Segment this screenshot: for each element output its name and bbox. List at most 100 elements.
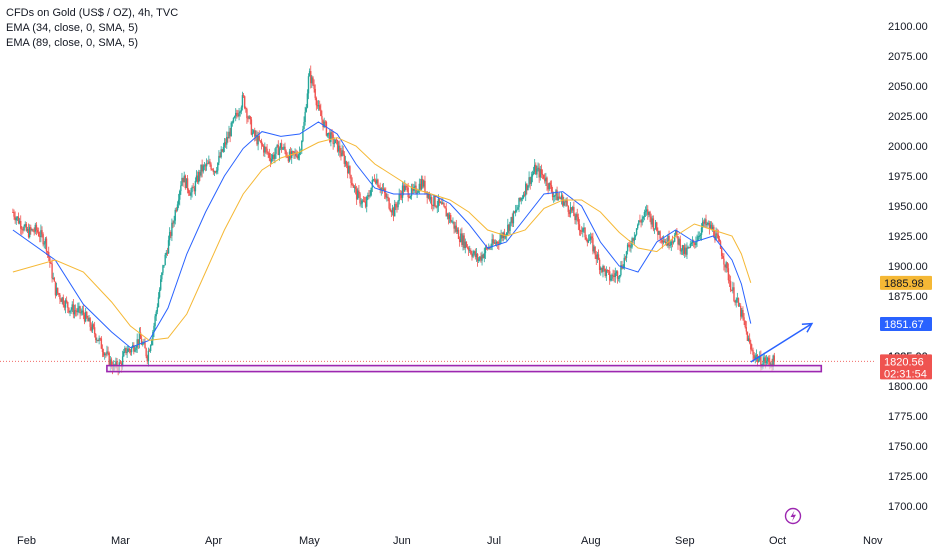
candle-body [108, 352, 110, 366]
ema34-price-tag: 1851.67 [880, 316, 932, 331]
candle-body [401, 185, 404, 198]
candle-body [485, 247, 488, 249]
candle-body [351, 182, 353, 185]
candle-body [738, 305, 741, 307]
candle-body [100, 338, 103, 349]
price-axis[interactable]: 1700.001725.001750.001775.001800.001825.… [876, 0, 932, 550]
candle-body [260, 140, 263, 145]
candle-body [452, 221, 454, 223]
candle-body [68, 307, 70, 313]
candle-body [589, 236, 592, 240]
chart-legend: CFDs on Gold (US$ / OZ), 4h, TVC EMA (34… [6, 6, 178, 51]
candle-body [578, 224, 581, 231]
candle-body [541, 173, 544, 175]
candle-body [681, 245, 684, 251]
candle-body [16, 216, 19, 218]
candle-body [640, 221, 642, 223]
candle-body [434, 196, 436, 207]
candle-body [164, 254, 166, 266]
candle-body [276, 144, 278, 147]
candle-body [632, 238, 634, 241]
candle-body [334, 139, 337, 144]
candle-body [532, 171, 535, 175]
candle-body [531, 174, 534, 177]
candle-body [67, 302, 69, 308]
candle-body [97, 339, 99, 341]
candle-body [166, 252, 169, 254]
candle-body [600, 267, 602, 271]
candle-body [424, 180, 426, 193]
candle-body [99, 338, 101, 340]
candle-body [507, 224, 509, 233]
candle-body [335, 139, 338, 141]
candle-body [180, 185, 182, 192]
candle-body [274, 153, 276, 159]
candle-body [514, 209, 517, 213]
candle-body [227, 136, 229, 139]
candle-body [25, 223, 28, 231]
candle-body [324, 121, 326, 123]
candle-body [138, 332, 141, 344]
candle-body [433, 196, 435, 207]
candle-body [664, 242, 667, 244]
candle-body [644, 211, 647, 213]
candle-body [146, 356, 148, 362]
candle-body [607, 270, 610, 272]
candle-body [265, 147, 267, 149]
candle-body [387, 196, 389, 199]
x-tick-label: Aug [581, 535, 601, 547]
candle-body [579, 230, 582, 232]
candle-body [223, 142, 226, 147]
candle-body [762, 361, 764, 367]
candle-body [217, 162, 219, 171]
candle-body [598, 259, 601, 271]
candle-body [129, 350, 132, 353]
candle-body [648, 211, 650, 215]
candle-body [752, 350, 754, 355]
candle-body [685, 247, 687, 255]
candle-body [765, 360, 768, 363]
candle-body [575, 214, 577, 221]
candle-body [76, 311, 78, 313]
candle-body [194, 180, 197, 192]
candle-body [477, 259, 480, 261]
candle-body [203, 165, 206, 167]
candle-body [658, 231, 660, 235]
candle-body [278, 148, 281, 156]
candle-body [343, 154, 346, 164]
candle-body [243, 96, 246, 109]
candle-body [539, 169, 541, 178]
candle-body [636, 224, 639, 229]
candle-body [615, 271, 618, 274]
candle-body [482, 254, 484, 258]
candle-body [773, 355, 775, 362]
lightning-icon[interactable] [784, 507, 802, 525]
candle-body [472, 253, 474, 257]
ema89-line [12, 137, 752, 341]
candle-body [428, 194, 431, 200]
candle-body [72, 304, 75, 315]
time-axis[interactable]: Feb Mar Apr May Jun Jul Aug Sep Oct Nov [17, 535, 883, 547]
candle-body [53, 277, 56, 282]
candle-body [591, 236, 593, 239]
candle-body [438, 198, 441, 203]
candle-body [697, 236, 699, 241]
candle-body [557, 196, 559, 201]
candle-body [158, 289, 161, 298]
candle-body [733, 287, 735, 301]
drawings[interactable] [0, 322, 876, 373]
candle-body [271, 154, 274, 159]
candle-body [154, 316, 156, 326]
y-tick-label: 2075.00 [888, 51, 928, 63]
candle-body [435, 206, 437, 208]
candle-body [80, 312, 82, 314]
candle-body [87, 317, 89, 322]
candle-body [339, 145, 341, 153]
candle-body [221, 149, 223, 152]
candle-body [171, 222, 173, 236]
candle-body [471, 253, 473, 257]
candle-body [479, 256, 481, 260]
candle-body [567, 205, 569, 212]
candle-body [370, 187, 372, 196]
